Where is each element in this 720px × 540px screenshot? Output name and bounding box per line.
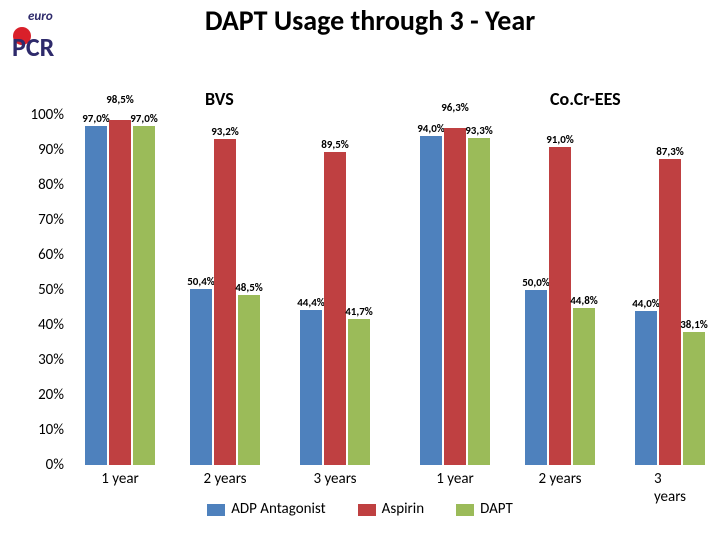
y-tick-label: 100% bbox=[30, 106, 64, 124]
bar-aspirin bbox=[214, 139, 236, 465]
logo-svg: euro PCR bbox=[12, 6, 92, 62]
bar-adp bbox=[525, 290, 547, 465]
slide-root: euro PCR DAPT Usage through 3 - Year BVS… bbox=[0, 0, 720, 540]
legend-item: ADP Antagonist bbox=[207, 500, 325, 518]
legend-label: DAPT bbox=[480, 500, 513, 518]
bar-value-label: 87,3% bbox=[656, 145, 684, 158]
y-tick-label: 40% bbox=[38, 316, 64, 334]
bar-adp bbox=[300, 310, 322, 465]
bar-aspirin bbox=[324, 152, 346, 465]
bar-value-label: 94,0% bbox=[417, 122, 445, 135]
y-tick-label: 50% bbox=[38, 281, 64, 299]
bar-value-label: 44,4% bbox=[297, 296, 325, 309]
y-tick-label: 70% bbox=[38, 211, 64, 229]
x-tick-label: 2 years bbox=[538, 470, 581, 488]
bar-aspirin bbox=[549, 147, 571, 466]
bar-value-label: 44,8% bbox=[570, 294, 598, 307]
bar-value-label: 98,5% bbox=[106, 93, 134, 106]
legend-label: ADP Antagonist bbox=[231, 500, 325, 518]
y-tick-label: 60% bbox=[38, 246, 64, 264]
legend-item: Aspirin bbox=[358, 500, 424, 518]
x-tick-label: 2 years bbox=[203, 470, 246, 488]
y-tick-label: 0% bbox=[46, 456, 64, 474]
bar-adp bbox=[190, 289, 212, 465]
bar-value-label: 38,1% bbox=[680, 318, 708, 331]
bar-dapt bbox=[573, 308, 595, 465]
x-tick-label: 1 year bbox=[101, 470, 138, 488]
bar-adp bbox=[635, 311, 657, 465]
bar-value-label: 50,0% bbox=[522, 276, 550, 289]
logo-bottom-text: PCR bbox=[12, 31, 55, 62]
bar-value-label: 89,5% bbox=[321, 138, 349, 151]
y-tick-label: 90% bbox=[38, 141, 64, 159]
bar-dapt bbox=[348, 319, 370, 465]
bar-aspirin bbox=[444, 128, 466, 465]
legend-item: DAPT bbox=[456, 500, 513, 518]
logo-top-text: euro bbox=[28, 9, 53, 24]
bar-value-label: 93,2% bbox=[211, 125, 239, 138]
bar-value-label: 96,3% bbox=[441, 101, 469, 114]
bar-dapt bbox=[683, 332, 705, 465]
x-axis-labels: 1 year2 years3 years1 year2 years3 years bbox=[70, 470, 690, 490]
y-tick-label: 20% bbox=[38, 386, 64, 404]
europcr-logo: euro PCR bbox=[12, 6, 92, 67]
subhead-bvs: BVS bbox=[205, 88, 234, 110]
legend-swatch-icon bbox=[358, 504, 376, 516]
legend: ADP Antagonist Aspirin DAPT bbox=[0, 500, 720, 518]
bar-value-label: 50,4% bbox=[187, 275, 215, 288]
bar-value-label: 91,0% bbox=[546, 133, 574, 146]
x-tick-label: 3 years bbox=[313, 470, 356, 488]
y-tick-label: 10% bbox=[38, 421, 64, 439]
y-tick-label: 80% bbox=[38, 176, 64, 194]
bar-aspirin bbox=[109, 120, 131, 465]
subhead-cocr-ees: Co.Cr-EES bbox=[550, 88, 621, 110]
bar-value-label: 97,0% bbox=[130, 112, 158, 125]
bar-value-label: 48,5% bbox=[235, 281, 263, 294]
bar-value-label: 97,0% bbox=[82, 112, 110, 125]
legend-swatch-icon bbox=[207, 504, 225, 516]
bar-adp bbox=[420, 136, 442, 465]
bars-plot: 97,0%98,5%97,0%50,4%93,2%48,5%44,4%89,5%… bbox=[70, 115, 690, 465]
bar-value-label: 41,7% bbox=[345, 305, 373, 318]
legend-label: Aspirin bbox=[382, 500, 424, 518]
x-tick-label: 1 year bbox=[436, 470, 473, 488]
bar-value-label: 93,3% bbox=[465, 124, 493, 137]
bar-dapt bbox=[238, 295, 260, 465]
bar-dapt bbox=[133, 126, 155, 466]
bar-value-label: 44,0% bbox=[632, 297, 660, 310]
bar-adp bbox=[85, 126, 107, 466]
bar-aspirin bbox=[659, 159, 681, 465]
chart-plot-area: 97,0%98,5%97,0%50,4%93,2%48,5%44,4%89,5%… bbox=[70, 115, 690, 465]
y-tick-label: 30% bbox=[38, 351, 64, 369]
y-axis: 0%10%20%30%40%50%60%70%80%90%100% bbox=[0, 115, 68, 465]
slide-title: DAPT Usage through 3 - Year bbox=[140, 6, 600, 37]
legend-swatch-icon bbox=[456, 504, 474, 516]
bar-dapt bbox=[468, 138, 490, 465]
